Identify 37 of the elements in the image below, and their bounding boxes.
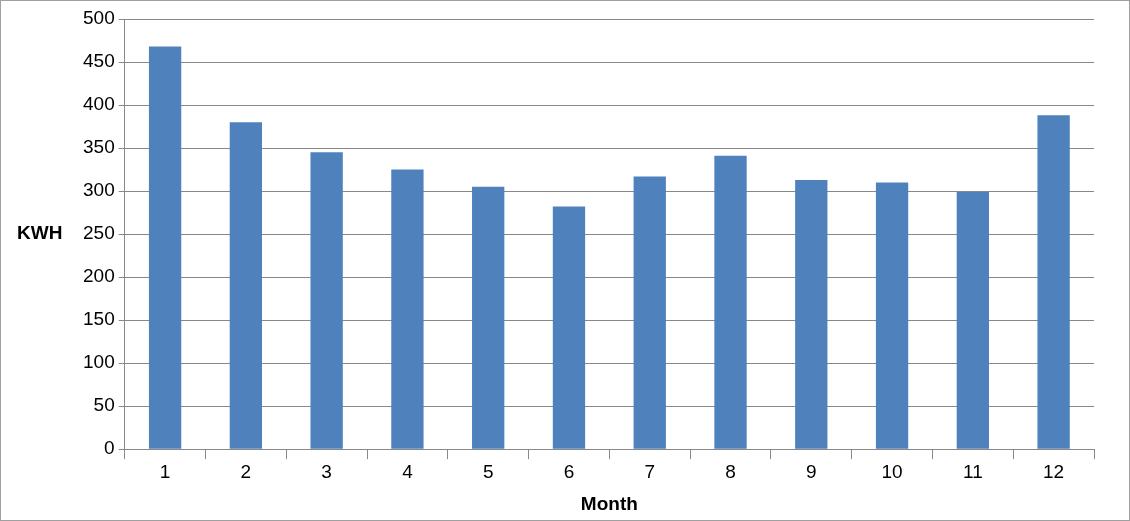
bar bbox=[633, 176, 666, 449]
bar bbox=[472, 186, 505, 449]
x-tick-label: 8 bbox=[725, 460, 736, 482]
bar bbox=[795, 179, 828, 449]
x-tick-label: 11 bbox=[962, 460, 983, 482]
y-tick-label: 200 bbox=[83, 265, 115, 287]
x-tick-label: 10 bbox=[881, 460, 903, 482]
bar bbox=[956, 191, 989, 449]
y-tick-label: 0 bbox=[104, 437, 115, 459]
x-axis-title: Month bbox=[580, 492, 638, 514]
x-tick-label: 9 bbox=[806, 460, 817, 482]
bar bbox=[310, 152, 343, 449]
y-axis-title: KWH bbox=[17, 222, 63, 244]
x-tick-label: 3 bbox=[321, 460, 332, 482]
x-tick-label: 5 bbox=[482, 460, 494, 482]
y-tick-label: 100 bbox=[83, 351, 115, 373]
bar bbox=[391, 169, 424, 449]
bar bbox=[229, 122, 263, 449]
y-tick-label: 350 bbox=[83, 136, 115, 158]
x-tick-label: 7 bbox=[644, 460, 656, 482]
y-tick-label: 500 bbox=[83, 7, 115, 29]
bar bbox=[1037, 115, 1070, 449]
x-tick-label: 12 bbox=[1043, 460, 1065, 482]
bar bbox=[552, 206, 586, 449]
x-tick-label: 6 bbox=[563, 460, 575, 482]
bar bbox=[714, 155, 747, 449]
bar bbox=[148, 46, 182, 449]
x-tick-label: 4 bbox=[402, 460, 414, 482]
y-tick-label: 150 bbox=[83, 308, 115, 330]
y-tick-label: 400 bbox=[83, 93, 115, 115]
y-tick-label: 450 bbox=[83, 50, 115, 72]
y-tick-label: 300 bbox=[83, 179, 115, 201]
bar bbox=[875, 182, 909, 449]
x-tick-label: 2 bbox=[240, 460, 252, 482]
x-tick-label: 1 bbox=[159, 460, 171, 482]
y-tick-label: 250 bbox=[83, 222, 115, 244]
y-tick-label: 50 bbox=[93, 394, 115, 416]
